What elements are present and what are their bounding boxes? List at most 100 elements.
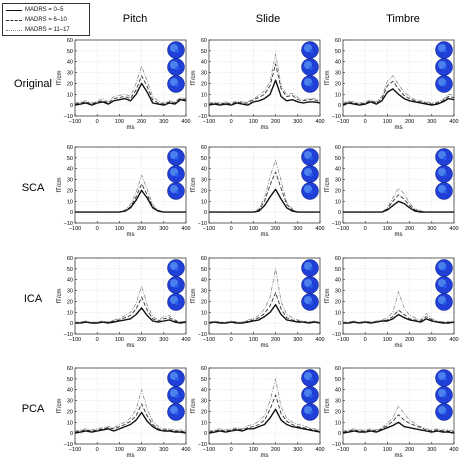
series-line-2 [342,414,455,433]
axes-frame [74,257,187,335]
y-tick-label: 20 [335,299,341,305]
y-tick-label: 10 [335,420,341,426]
topomap-spot [309,83,313,87]
y-tick-label: 20 [67,409,73,415]
y-tick-label: 40 [201,167,207,173]
y-tick-label: 40 [201,278,207,284]
x-tick-label: 100 [115,447,124,453]
y-tick-label: 0 [204,321,207,327]
x-tick-label: 300 [427,447,436,453]
y-tick-label: 30 [335,178,341,184]
y-tick-label: 10 [335,199,341,205]
series-line-1 [342,88,455,106]
series-line-1 [208,408,321,434]
topomap-spot [309,156,313,160]
topomap-spot [175,190,179,194]
topomap-spot [175,267,179,271]
axes-frame [208,146,321,224]
y-tick-label: 50 [201,377,207,383]
x-tick-label: 400 [315,226,324,232]
x-tick-label: 200 [405,337,414,343]
y-tick-label: 60 [335,366,341,372]
y-axis-label: fT/cm [325,178,331,193]
series-line-3 [342,75,455,104]
y-tick-label: 50 [67,377,73,383]
legend-swatch-dashdot [6,30,22,31]
y-axis-label: fT/cm [325,289,331,304]
row-title-ica: ICA [24,293,43,305]
y-axis-label: fT/cm [191,289,197,304]
y-tick-label: 40 [201,388,207,394]
topomap-spot [309,49,313,53]
y-tick-label: −10 [64,332,73,338]
y-tick-label: 40 [335,167,341,173]
series-line-2 [74,403,187,433]
column-title-slide: Slide [256,13,280,25]
y-tick-label: −10 [332,442,341,448]
y-tick-label: 40 [335,278,341,284]
y-tick-label: 60 [335,145,341,151]
y-tick-label: 30 [201,399,207,405]
x-tick-label: 400 [449,337,458,343]
axes-frame [342,257,455,335]
y-tick-label: 50 [67,49,73,55]
y-tick-label: 10 [335,310,341,316]
x-tick-label: 100 [383,337,392,343]
x-tick-label: 200 [405,447,414,453]
x-tick-label: 100 [115,337,124,343]
x-tick-label: 300 [427,337,436,343]
x-tick-label: 300 [159,119,168,125]
x-tick-label: 0 [364,337,367,343]
topomap-spot [175,394,179,398]
legend-swatch-solid [6,10,22,11]
topomap-spot [175,156,179,160]
topomap-spot [443,49,447,53]
x-tick-label: −100 [203,226,215,232]
y-tick-label: 60 [201,145,207,151]
y-tick-label: 30 [67,289,73,295]
x-tick-label: 400 [315,447,324,453]
y-tick-label: 30 [201,289,207,295]
x-tick-label: 400 [449,226,458,232]
y-tick-label: −10 [64,114,73,120]
axes-frame [208,367,321,445]
x-tick-label: 200 [271,119,280,125]
x-tick-label: 100 [383,119,392,125]
topomap-spot [443,377,447,381]
column-titles: Pitch Slide Timbre [123,13,420,25]
y-axis-label: fT/cm [191,71,197,86]
x-tick-label: 400 [449,447,458,453]
x-tick-label: 100 [115,119,124,125]
y-tick-label: 20 [335,188,341,194]
row-titles: Original SCA ICA PCA [14,78,52,415]
y-tick-label: 60 [335,256,341,262]
x-tick-label: 400 [181,226,190,232]
y-tick-label: 0 [70,321,73,327]
y-tick-label: 20 [335,81,341,87]
y-tick-label: 50 [335,49,341,55]
y-tick-label: 60 [201,366,207,372]
y-tick-label: 0 [338,431,341,437]
y-tick-label: 60 [67,145,73,151]
topomap-spot [175,49,179,53]
x-tick-label: 200 [405,226,414,232]
axes-frame [74,367,187,445]
x-tick-label: 400 [181,447,190,453]
x-tick-label: 100 [249,337,258,343]
y-tick-label: 50 [335,377,341,383]
x-tick-label: 0 [230,119,233,125]
y-tick-label: 0 [338,321,341,327]
x-tick-label: 100 [249,119,258,125]
legend-label: MADRS = 6–10 [25,17,67,23]
y-tick-label: 30 [67,399,73,405]
y-tick-label: 30 [67,178,73,184]
series-line-1 [343,313,455,324]
series-line-3 [208,378,321,432]
y-axis-label: fT/cm [57,71,63,86]
panel-grid: −100 0 100 200 300 400−100102030405060msfT/cm… [57,38,459,459]
